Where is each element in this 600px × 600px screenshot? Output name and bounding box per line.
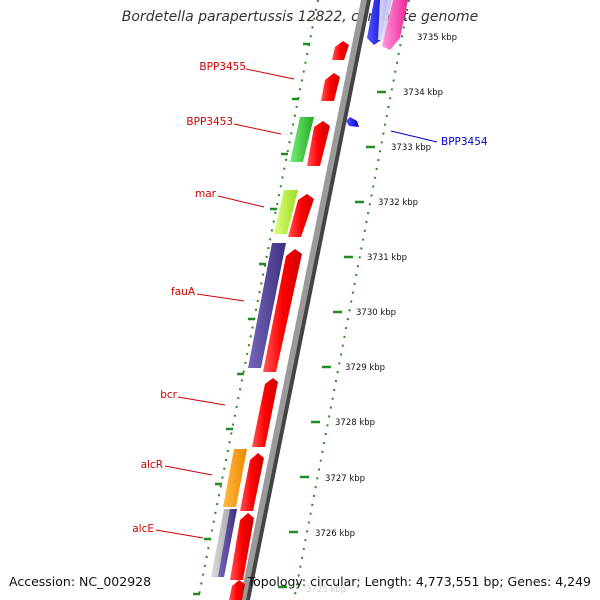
scale-label: 3727 kbp (325, 474, 365, 484)
cog-cds-lime (274, 190, 298, 234)
leader-faua (196, 293, 245, 302)
reverse-strand-features (346, 0, 408, 127)
leader-alcr (164, 465, 213, 476)
forward-cds (240, 453, 264, 511)
scale-label: 3726 kbp (315, 529, 355, 539)
cog-cds-orange (223, 449, 247, 507)
gene-label-alcr: alcR (141, 459, 163, 471)
genome-summary: Topology: circular; Length: 4,773,551 bp… (247, 574, 591, 589)
scale-ticks (278, 35, 397, 589)
gene-label-mar: mar (195, 188, 217, 200)
outer-left-dotted-track (197, 0, 319, 600)
forward-cds (307, 121, 330, 166)
forward-cds (230, 513, 254, 580)
cog-cds-purple (248, 243, 286, 368)
leader-bpp3454 (390, 130, 438, 143)
cog-features (211, 117, 314, 577)
reverse-cds-lavender (378, 0, 392, 40)
scale-label: 3734 kbp (403, 88, 443, 98)
gene-label-bcr: bcr (160, 389, 177, 401)
scale-label: 3728 kbp (335, 418, 375, 428)
reverse-cds-bpp3454 (346, 117, 359, 127)
forward-cds (288, 194, 314, 237)
scale-label: 3732 kbp (378, 198, 418, 208)
forward-cds (263, 249, 302, 372)
outer-minor-ticks (193, 42, 310, 596)
label-leaders (155, 68, 438, 539)
gene-label-alce: alcE (132, 523, 154, 535)
backbone-line (240, 0, 367, 600)
forward-strand-cds (229, 41, 349, 600)
scale-label: 3729 kbp (345, 363, 385, 373)
scale-label: 3725 kbp (306, 585, 346, 595)
scale-label: 3733 kbp (391, 143, 431, 153)
forward-cds (229, 580, 245, 600)
accession-label: Accession: NC_002928 (9, 574, 152, 589)
scale-label: 3730 kbp (356, 308, 396, 318)
reverse-cds-pink (382, 0, 408, 50)
gene-labels: BPP3455 BPP3454 BPP3453 mar fauA bcr alc… (132, 61, 488, 535)
leader-bcr (177, 396, 226, 406)
cog-cds-green (290, 117, 314, 162)
scale-label: 3731 kbp (367, 253, 407, 263)
scale-label: 3735 kbp (417, 33, 457, 43)
gene-label-faua: fauA (171, 286, 196, 298)
forward-cds (252, 378, 278, 447)
gene-label-bpp3453: BPP3453 (186, 116, 233, 128)
leader-alce (155, 529, 204, 539)
gene-label-bpp3455: BPP3455 (199, 61, 246, 73)
gene-label-bpp3454: BPP3454 (441, 136, 488, 148)
forward-cds (332, 41, 349, 60)
cog-cds-purple-small (218, 509, 237, 577)
scale-labels: 3735 kbp 3734 kbp 3733 kbp 3732 kbp 3731… (306, 33, 457, 595)
leader-mar (217, 195, 265, 208)
backbone (240, 0, 371, 600)
leader-bpp3453 (233, 123, 282, 135)
leader-bpp3455 (245, 68, 295, 80)
backbone-shadow (245, 0, 371, 600)
forward-cds (321, 73, 340, 101)
